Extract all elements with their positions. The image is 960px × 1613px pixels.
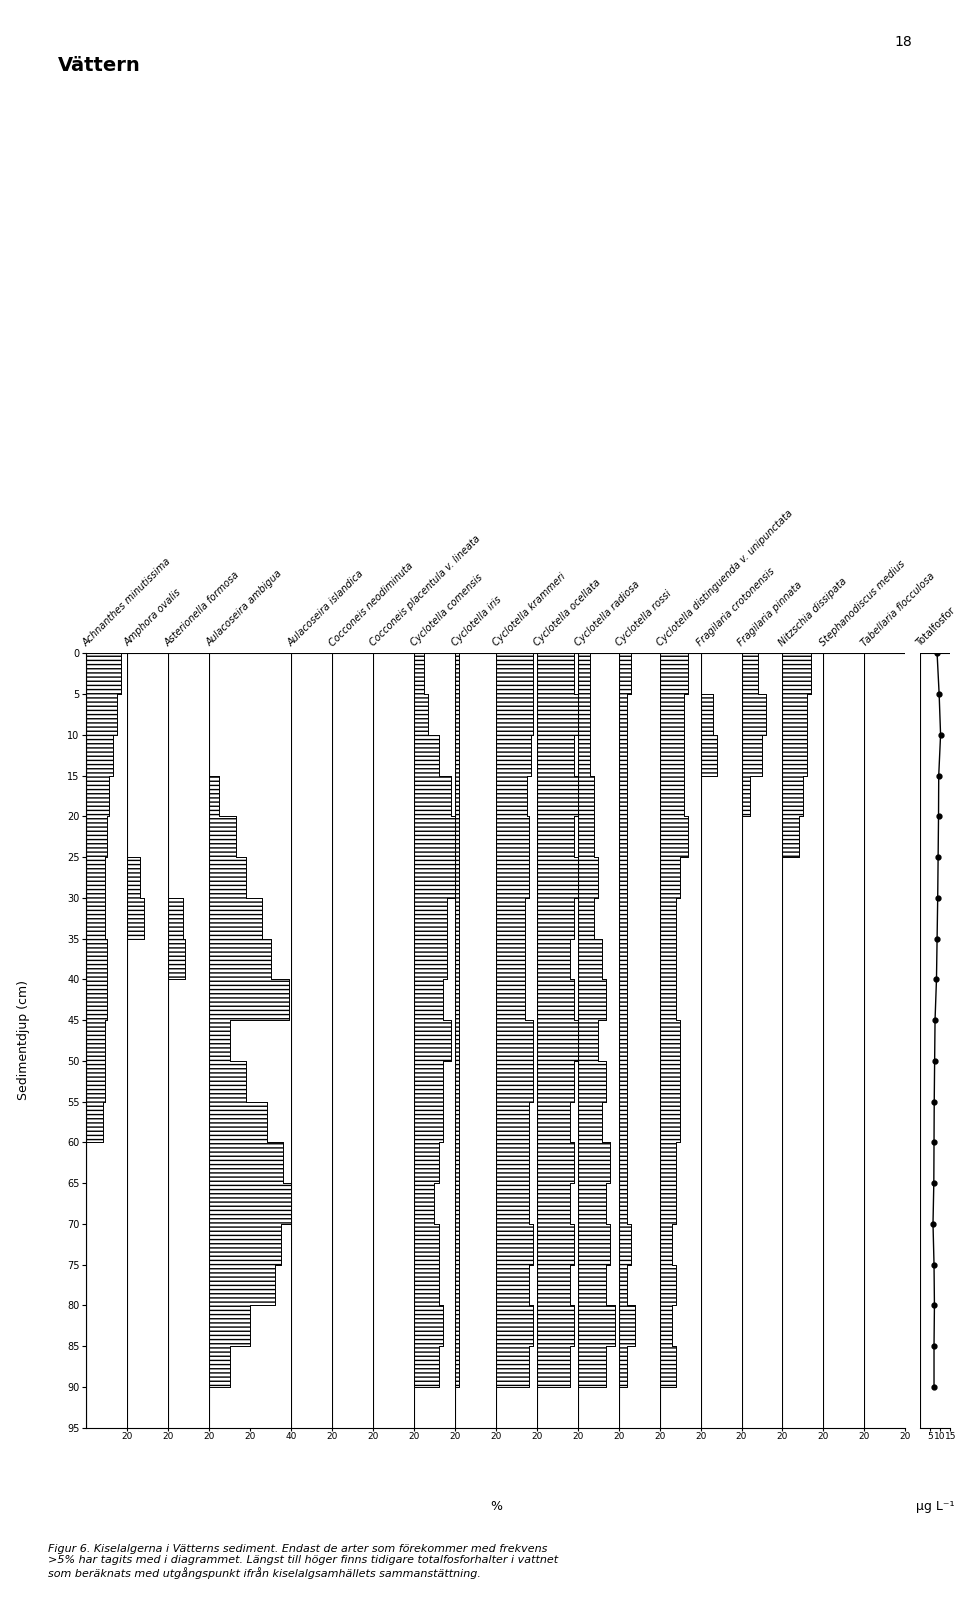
Text: Cyclotella krammeri: Cyclotella krammeri (491, 571, 567, 648)
Text: Sedimentdjup (cm): Sedimentdjup (cm) (17, 981, 31, 1100)
Text: Vättern: Vättern (58, 56, 140, 76)
Polygon shape (455, 653, 459, 1387)
Text: Cocconeis neodiminuta: Cocconeis neodiminuta (327, 561, 415, 648)
Polygon shape (168, 653, 184, 1387)
Text: Cyclotella ocellata: Cyclotella ocellata (532, 577, 602, 648)
Text: Stephanodiscus medius: Stephanodiscus medius (818, 560, 907, 648)
Polygon shape (618, 653, 636, 1387)
Text: Asterionella formosa: Asterionella formosa (163, 569, 242, 648)
Text: Totalfosfor: Totalfosfor (915, 606, 957, 648)
Text: Cyclotella iris: Cyclotella iris (449, 595, 503, 648)
Text: Aulacoseira ambigua: Aulacoseira ambigua (204, 569, 284, 648)
Text: Achnanthes minutissima: Achnanthes minutissima (82, 556, 174, 648)
Text: Cyclotella distinguenda v. unipunctata: Cyclotella distinguenda v. unipunctata (655, 508, 794, 648)
Text: 18: 18 (895, 35, 912, 50)
Text: Aulacoseira islandica: Aulacoseira islandica (286, 568, 366, 648)
Polygon shape (578, 653, 614, 1387)
Polygon shape (209, 653, 296, 1387)
Text: Tabellaria flocculosa: Tabellaria flocculosa (859, 571, 937, 648)
Polygon shape (86, 653, 121, 1387)
Text: Nitzschia dissipata: Nitzschia dissipata (778, 576, 850, 648)
Text: Cyclotella radiosa: Cyclotella radiosa (572, 579, 641, 648)
Polygon shape (782, 653, 811, 1387)
Text: Cocconeis placentula v. lineata: Cocconeis placentula v. lineata (368, 534, 482, 648)
Text: Amphora ovalis: Amphora ovalis (122, 587, 183, 648)
Text: µg L⁻¹: µg L⁻¹ (916, 1500, 954, 1513)
Text: Cyclotella rossi: Cyclotella rossi (613, 589, 673, 648)
Polygon shape (660, 653, 688, 1387)
Text: Fragilaria pinnata: Fragilaria pinnata (736, 581, 804, 648)
Text: %: % (490, 1500, 502, 1513)
Text: Fragilaria crotonensis: Fragilaria crotonensis (695, 566, 778, 648)
Text: Figur 6. Kiselalgerna i Vätterns sediment. Endast de arter som förekommer med fr: Figur 6. Kiselalgerna i Vätterns sedimen… (48, 1544, 558, 1579)
Polygon shape (701, 653, 717, 1387)
Polygon shape (496, 653, 533, 1387)
Polygon shape (128, 653, 144, 1387)
Polygon shape (741, 653, 766, 1387)
Polygon shape (414, 653, 455, 1387)
Polygon shape (537, 653, 578, 1387)
Text: Cyclotella comensis: Cyclotella comensis (409, 573, 485, 648)
